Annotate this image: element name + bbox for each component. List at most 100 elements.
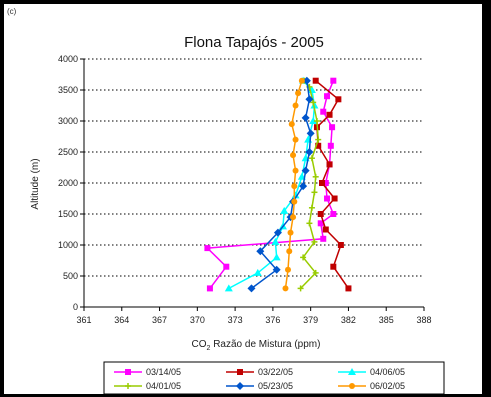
data-point <box>285 266 291 273</box>
data-point <box>253 268 262 276</box>
y-tick-label: 0 <box>73 302 78 312</box>
data-point <box>291 183 298 190</box>
data-point <box>247 284 256 293</box>
data-point <box>345 285 352 292</box>
data-point <box>256 247 265 256</box>
data-point <box>329 124 336 131</box>
y-tick-label: 2500 <box>58 147 78 157</box>
series-05/23/05 <box>247 76 315 293</box>
data-point <box>324 195 331 202</box>
legend-item: 04/06/05 <box>338 367 405 377</box>
data-point <box>271 237 280 245</box>
data-point <box>282 285 289 292</box>
series-03/14/05 <box>204 77 337 292</box>
y-axis-title: Altitude (m) <box>30 158 41 209</box>
data-point <box>330 263 337 270</box>
y-tick-label: 1000 <box>58 240 78 250</box>
data-point <box>320 108 327 115</box>
legend-item: 04/01/05 <box>114 381 181 391</box>
y-tick-label: 2000 <box>58 178 78 188</box>
series-03/22/05 <box>312 77 352 292</box>
legend-label: 04/01/05 <box>146 381 181 391</box>
legend-item: 03/22/05 <box>226 367 293 377</box>
data-point <box>324 93 331 100</box>
data-point <box>292 102 299 109</box>
series-line <box>284 80 303 289</box>
x-tick-label: 367 <box>152 315 167 325</box>
data-point <box>292 167 299 174</box>
chart: Flona Tapajós - 2005 0 500 1000 1500 2000 250… <box>30 34 445 394</box>
data-point <box>206 285 213 292</box>
legend-item: 03/14/05 <box>114 367 181 377</box>
legend-swatch-marker <box>125 369 131 375</box>
y-tick-label: 3500 <box>58 85 78 95</box>
legend-label: 03/14/05 <box>146 367 181 377</box>
x-tick-label: 382 <box>341 315 356 325</box>
x-axis-title-part2: Razão de Mistura (ppm) <box>210 339 320 350</box>
data-point <box>301 166 310 175</box>
legend-swatch-marker <box>349 383 355 389</box>
data-point <box>291 198 298 205</box>
data-point <box>298 77 305 84</box>
data-point <box>302 76 311 85</box>
data-point <box>287 229 294 236</box>
series-layer <box>204 76 352 293</box>
x-tick-label: 370 <box>190 315 205 325</box>
data-point <box>223 263 230 270</box>
tick-labels: 0 500 1000 1500 2000 2500 3000 3500 4000 361 364 36… <box>58 54 432 325</box>
legend-item: 05/23/05 <box>226 381 293 391</box>
chart-frame: (c) Flona Tapajós - 2005 0 500 1000 1500 200… <box>4 4 482 394</box>
axes <box>80 58 425 311</box>
data-point <box>301 113 310 122</box>
data-point <box>315 142 322 149</box>
y-tick-label: 3000 <box>58 116 78 126</box>
data-point <box>292 136 299 143</box>
data-point <box>280 206 289 214</box>
legend-swatch-marker <box>236 382 244 390</box>
legend-label: 06/02/05 <box>370 381 405 391</box>
data-point <box>288 121 295 128</box>
data-point <box>295 90 302 97</box>
grid <box>84 58 424 277</box>
legend-label: 05/23/05 <box>258 381 293 391</box>
x-tick-label: 379 <box>303 315 318 325</box>
data-point <box>272 265 281 274</box>
data-point <box>330 77 337 84</box>
data-point <box>309 117 318 124</box>
x-tick-label: 373 <box>228 315 243 325</box>
legend-swatch-marker <box>237 369 243 375</box>
x-axis-title: CO2 Razão de Mistura (ppm) <box>192 339 321 352</box>
data-point <box>337 242 344 248</box>
data-point <box>331 195 338 202</box>
x-tick-label: 385 <box>379 315 394 325</box>
legend-box <box>103 361 445 394</box>
data-point <box>326 111 333 118</box>
data-point <box>273 228 282 237</box>
data-point <box>299 182 308 191</box>
y-tick-label: 1500 <box>58 209 78 219</box>
data-point <box>317 211 324 217</box>
legend-swatch-marker <box>348 368 356 375</box>
legend-label: 03/22/05 <box>258 367 293 377</box>
data-point <box>305 148 314 156</box>
x-axis-title-subscript: 2 <box>207 345 211 352</box>
x-tick-label: 361 <box>76 315 91 325</box>
data-point <box>317 220 324 227</box>
chart-title: Flona Tapajós - 2005 <box>184 34 324 51</box>
legend-label: 04/06/05 <box>370 367 405 377</box>
y-tick-label: 4000 <box>58 54 78 64</box>
data-point <box>335 96 342 103</box>
data-point <box>290 152 297 159</box>
x-tick-label: 364 <box>114 315 129 325</box>
series-06/02/05 <box>282 77 305 292</box>
legend: 03/14/05 03/22/05 04/06/05 04/01/05 05/23/05… <box>103 361 445 394</box>
data-point <box>290 214 297 221</box>
x-tick-label: 388 <box>416 315 431 325</box>
data-point <box>204 245 211 252</box>
y-tick-label: 500 <box>63 271 78 281</box>
data-point <box>306 129 315 138</box>
data-point <box>322 180 329 186</box>
series-line <box>300 80 319 289</box>
data-point <box>286 248 293 255</box>
data-point <box>322 226 329 233</box>
